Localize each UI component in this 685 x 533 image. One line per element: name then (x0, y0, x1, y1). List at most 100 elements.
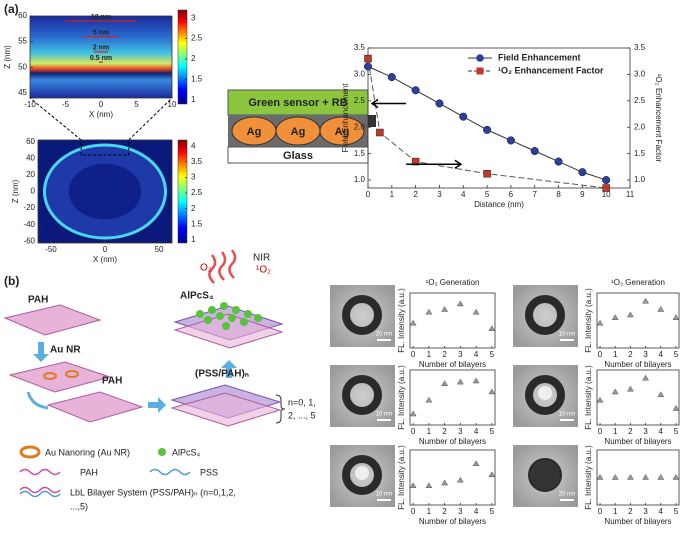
x-tick-label: 2 (442, 427, 447, 436)
y-tick-label: 1.5 (634, 149, 646, 158)
legend-text: PSS (200, 467, 218, 477)
marker (425, 396, 433, 403)
scale-bar (560, 339, 574, 341)
y-tick-label: 40 (26, 153, 35, 162)
marker (411, 86, 420, 95)
x-tick-label: 4 (659, 350, 664, 359)
legend-icon (149, 468, 191, 476)
marker (602, 176, 611, 185)
sensor-label: Green sensor + RB (248, 97, 347, 109)
legend-text: PAH (80, 467, 98, 477)
nanoring (525, 375, 565, 415)
y-tick-label: 45 (18, 88, 27, 97)
plot-frame (367, 47, 631, 189)
legend-text: LbL Bilayer System (PSS/PAH)ₙ (n=0,1,2, (70, 487, 236, 497)
marker (642, 474, 650, 480)
legend-marker (476, 54, 484, 62)
scale-bar (560, 419, 574, 421)
core (538, 386, 552, 400)
series-line (367, 66, 607, 181)
annotation: 10 nm (91, 14, 111, 21)
marker (364, 54, 372, 63)
colorbar (177, 9, 188, 105)
x-tick-label: 1 (390, 190, 395, 199)
scale-label: 10 nm (376, 492, 393, 498)
nanoring (342, 375, 382, 415)
marker (488, 325, 496, 331)
plot-frame (596, 449, 680, 506)
marker (363, 62, 373, 71)
marker (611, 474, 619, 480)
legend-marker (476, 67, 484, 75)
x-axis-label: Number of bilayers (604, 517, 671, 526)
legend-icon (158, 448, 166, 456)
marker (506, 136, 515, 145)
chart-title: ¹O₂ Generation (426, 278, 480, 287)
lbl-schematic: NIR O₂ ¹O₂ AlPcS₄ PAH Au NR PAH (PSS/PAH… (3, 249, 316, 511)
legend-text: Au Nanoring (Au NR) (45, 447, 130, 457)
y-tick-label: 3.5 (634, 43, 646, 52)
zoom-lines (29, 97, 173, 141)
marker (657, 474, 665, 480)
singlet-o2-label: ¹O₂ (256, 265, 271, 276)
marker (472, 377, 480, 384)
n-range: n=0, 1, (288, 397, 316, 407)
x-tick-label: 1 (613, 350, 618, 359)
y-tick-label: 1.0 (634, 175, 646, 184)
layer-label: PAH (28, 295, 48, 306)
legend-text: Field Enhancement (498, 52, 581, 62)
layer-label: PAH (102, 376, 122, 387)
x-tick-label: 3 (458, 350, 463, 359)
sheet (170, 392, 282, 427)
plot-frame (409, 449, 496, 506)
arrow (370, 98, 407, 109)
x-tick-label: 0 (411, 427, 416, 436)
annotation: 2 nm (93, 45, 109, 52)
marker (456, 378, 464, 385)
x-tick-label: 6 (509, 190, 514, 199)
y-tick-label: 2.5 (354, 96, 366, 105)
x-tick-label: 1 (427, 427, 432, 436)
x-tick-label: 4 (474, 427, 479, 436)
x-tick-label: -50 (45, 245, 57, 254)
au-nr (65, 370, 79, 378)
legend-text: ¹O₂ Enhancement Factor (498, 65, 604, 75)
legend-icon (19, 490, 61, 498)
marker (596, 396, 604, 403)
x-axis-label: Number of bilayers (419, 437, 486, 446)
nir-label: NIR (253, 253, 270, 264)
x-tick-label: 5 (490, 427, 495, 436)
x-tick-label: 10 (168, 100, 177, 109)
x-tick-label: 2 (442, 350, 447, 359)
x-tick-label: 0 (598, 350, 603, 359)
scale-bar (377, 499, 391, 501)
x-tick-label: 3 (437, 190, 442, 199)
nir-arrows (208, 249, 237, 284)
sensor-layer (227, 89, 369, 116)
layer-label: Au NR (50, 345, 81, 356)
legend-icon (19, 468, 61, 476)
marker (435, 99, 444, 108)
tem-image (330, 365, 395, 427)
x-tick-label: 3 (643, 350, 648, 359)
marker (596, 474, 604, 480)
y-axis-label: FL. Intensity (a.u.) (584, 288, 593, 353)
x-tick-label: 5 (490, 507, 495, 516)
legend-text: ...,5) (70, 501, 88, 511)
x-tick-label: 4 (461, 190, 466, 199)
x-tick-label: 5 (674, 350, 679, 359)
y-tick-label: 60 (18, 11, 27, 20)
sheet (46, 391, 144, 423)
y-axis-label: FL. Intensity (a.u.) (397, 365, 406, 430)
dye-molecules (196, 302, 262, 330)
field-core (68, 163, 142, 220)
arrow (26, 391, 49, 410)
tem-image (513, 285, 578, 347)
y-tick-label: 1.0 (354, 175, 366, 184)
y-axis-label: FL. Intensity (a.u.) (397, 445, 406, 510)
marker (672, 314, 680, 320)
x-tick-label: 3 (458, 507, 463, 516)
y-axis-label: Z (nm) (3, 45, 12, 69)
panel-label: (a) (4, 2, 19, 16)
particle-label: Ag (335, 126, 350, 138)
